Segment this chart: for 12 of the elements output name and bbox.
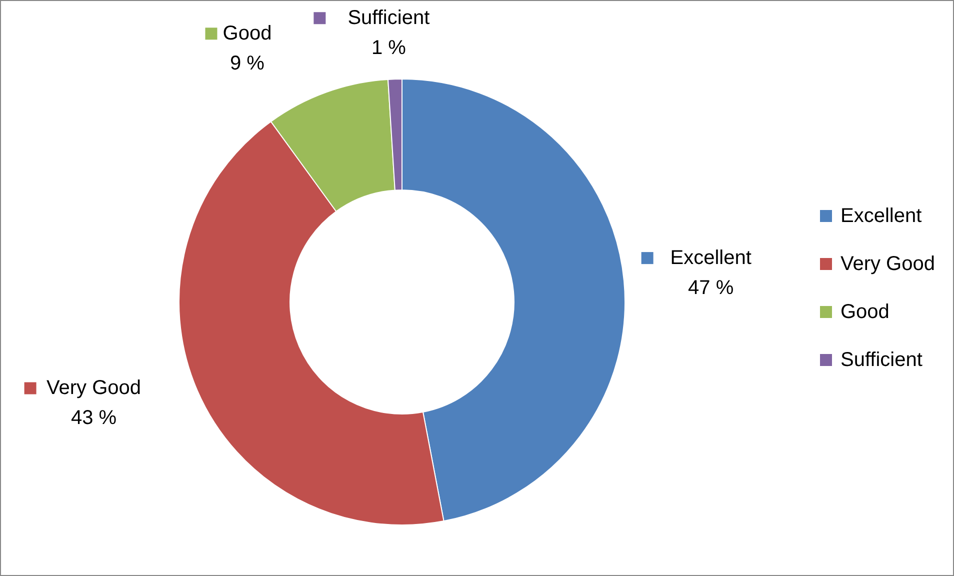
- category-label: Excellent: [840, 204, 922, 226]
- category-label: Sufficient: [840, 348, 922, 370]
- legend-label: Good: [222, 22, 272, 45]
- data-label: 47 %: [688, 277, 734, 300]
- legend-label: Very Good: [46, 377, 142, 400]
- data-label: 1 %: [371, 37, 406, 60]
- legend-label: Sufficient: [348, 7, 430, 30]
- category-label: Good: [840, 300, 890, 322]
- data-label: 9 %: [230, 52, 265, 75]
- category-label: Very Good: [840, 252, 935, 274]
- legend-label: Excellent: [670, 247, 752, 270]
- data-label: 43 %: [71, 407, 117, 430]
